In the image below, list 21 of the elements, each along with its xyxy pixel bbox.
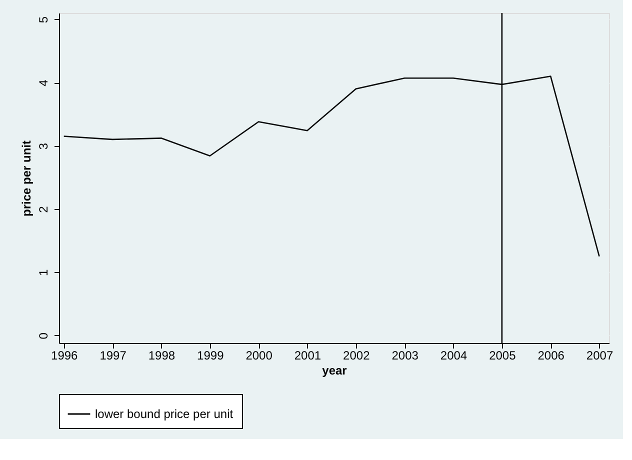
x-tick-label: 2002: [343, 348, 370, 362]
x-tick-label: 2005: [489, 348, 516, 362]
x-tick-label: 2003: [392, 348, 419, 362]
y-tick-label: 4: [36, 79, 50, 86]
y-tick-label: 5: [36, 16, 50, 24]
y-tick-label: 0: [36, 332, 50, 340]
y-tick-label: 3: [36, 142, 50, 150]
x-tick-label: 2004: [440, 348, 468, 362]
x-tick-label: 2000: [246, 348, 273, 362]
y-tick-label: 2: [36, 206, 50, 213]
x-tick-label: 2007: [586, 348, 614, 362]
x-tick-label: 1998: [148, 348, 176, 362]
x-tick-label: 2001: [294, 348, 322, 362]
x-tick-label: 1999: [197, 348, 224, 362]
x-axis-title: year: [322, 364, 348, 378]
y-axis-title: price per unit: [20, 140, 34, 217]
y-tick-label: 1: [36, 269, 50, 276]
x-tick-label: 1996: [51, 348, 78, 362]
x-tick-label: 2006: [538, 348, 565, 362]
legend-label: lower bound price per unit: [95, 407, 234, 421]
x-tick-label: 1997: [100, 348, 127, 362]
